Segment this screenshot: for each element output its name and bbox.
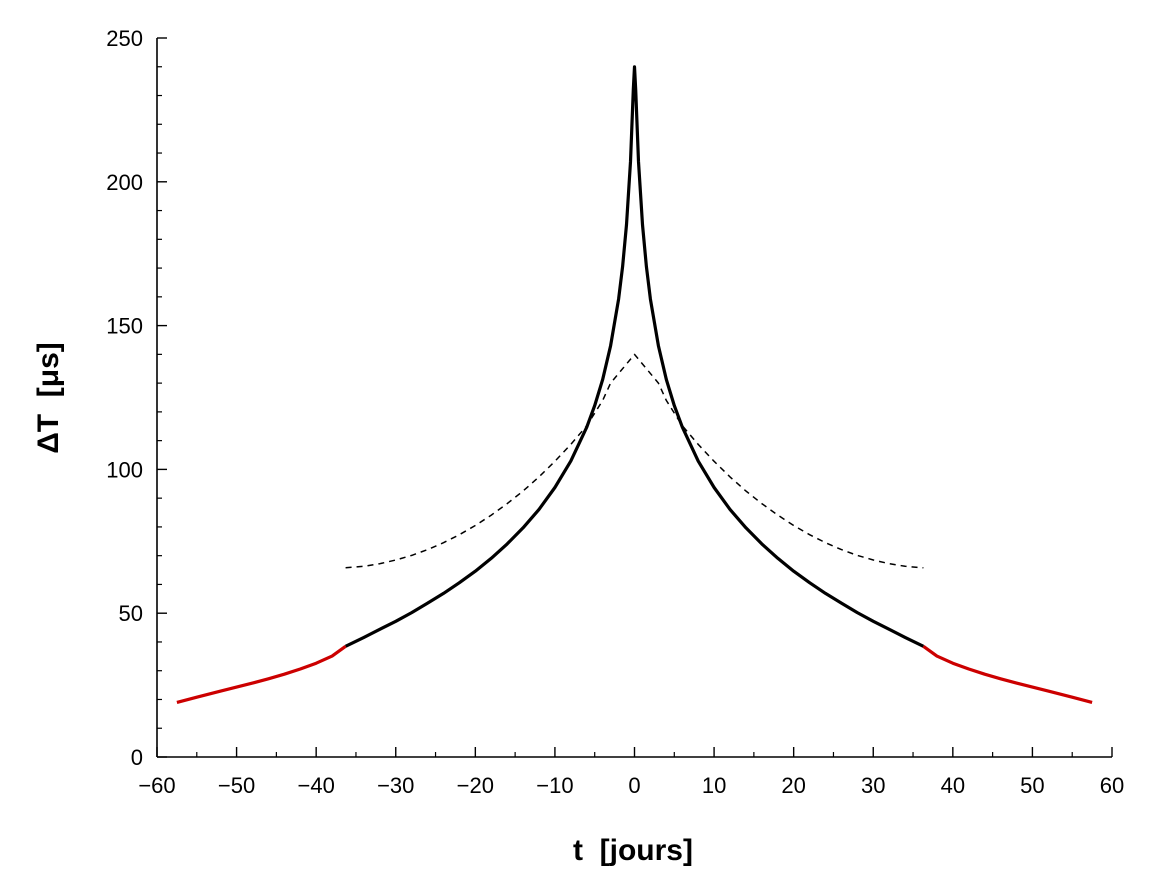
x-tick-label: −30 xyxy=(377,773,414,798)
x-tick-label: 10 xyxy=(702,773,726,798)
x-tick-label: −60 xyxy=(138,773,175,798)
y-tick-label: 150 xyxy=(106,314,143,339)
x-tick-label: −10 xyxy=(536,773,573,798)
series-outer-left xyxy=(176,645,347,704)
y-tick-label: 250 xyxy=(106,26,143,51)
x-tick-label: 40 xyxy=(941,773,965,798)
series-main xyxy=(344,65,925,648)
x-tick-label: −20 xyxy=(457,773,494,798)
x-tick-label: −50 xyxy=(218,773,255,798)
x-tick-label: 20 xyxy=(781,773,805,798)
x-tick-label: 50 xyxy=(1020,773,1044,798)
x-axis-title: t [jours] xyxy=(573,834,693,867)
y-tick-label: 200 xyxy=(106,170,143,195)
plot-area: −60 −50 −40 −30 −20 −10 0 10 20 30 40 50 60 0 50 100 15… xyxy=(106,26,1124,798)
x-axis-ticks: −60 −50 −40 −30 −20 −10 0 10 20 30 40 50 60 xyxy=(138,747,1124,798)
y-tick-label: 100 xyxy=(106,457,143,482)
x-tick-label: 0 xyxy=(628,773,640,798)
x-tick-label: 60 xyxy=(1100,773,1124,798)
y-tick-label: 50 xyxy=(119,601,143,626)
y-axis-ticks: 0 50 100 150 200 250 xyxy=(106,26,167,770)
x-tick-label: −40 xyxy=(298,773,335,798)
series-dashed-approx xyxy=(345,353,924,569)
y-tick-label: 0 xyxy=(131,745,143,770)
x-tick-label: 30 xyxy=(861,773,885,798)
series-layer xyxy=(176,65,1093,704)
series-outer-right xyxy=(922,645,1093,704)
y-axis-title: ΔT [μs] xyxy=(32,342,65,454)
